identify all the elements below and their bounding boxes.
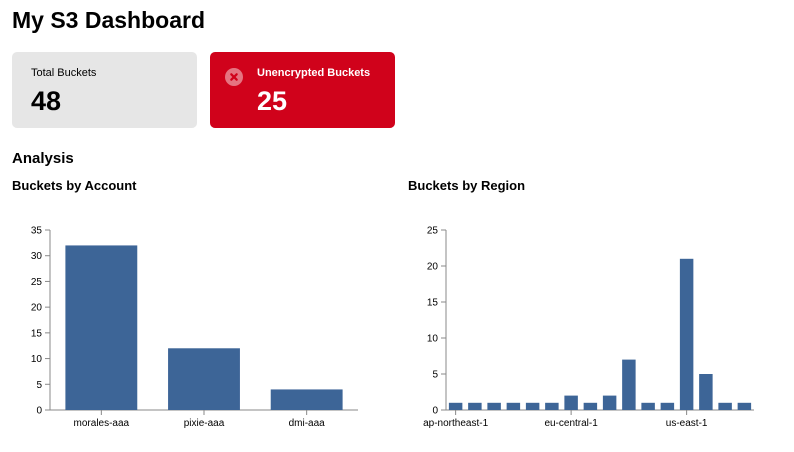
bar [545,402,559,410]
y-tick-label: 20 [31,303,43,314]
analysis-heading: Analysis [12,150,74,167]
x-tick-label: us-east-1 [666,418,708,429]
x-tick-label: dmi-aaa [289,418,326,429]
x-tick-label: ap-northeast-1 [423,418,488,429]
bar [718,402,732,410]
bar [679,258,694,410]
bar [622,359,636,410]
y-tick-label: 0 [36,406,42,417]
y-tick-label: 10 [427,334,439,345]
y-tick-label: 5 [432,370,438,381]
bar [448,402,463,410]
y-tick-label: 10 [31,354,43,365]
y-tick-label: 35 [31,226,43,237]
y-tick-label: 5 [36,380,42,391]
x-tick-label: pixie-aaa [184,418,225,429]
x-tick-label: eu-central-1 [544,418,598,429]
bar [602,395,617,410]
bar [168,348,240,410]
unencrypted-buckets-card: Unencrypted Buckets 25 [210,52,395,128]
y-tick-label: 25 [427,226,439,237]
y-tick-label: 20 [427,262,439,273]
bar [583,402,598,410]
bar [270,389,343,410]
x-tick-label: morales-aaa [74,418,130,429]
page-title: My S3 Dashboard [12,7,205,33]
bar [506,402,521,410]
y-tick-label: 30 [31,251,43,262]
y-tick-label: 25 [31,277,43,288]
chart-title-buckets-by-account: Buckets by Account [12,178,137,193]
bar [699,374,713,410]
y-tick-label: 15 [427,298,439,309]
chart-title-buckets-by-region: Buckets by Region [408,178,526,193]
bar [487,402,501,410]
bar [660,402,675,410]
total-buckets-value: 48 [31,86,62,116]
total-buckets-label: Total Buckets [31,67,97,79]
bar [468,402,482,410]
bar [564,395,578,410]
y-tick-label: 15 [31,328,43,339]
bar [65,245,138,410]
y-tick-label: 0 [432,406,438,417]
unencrypted-buckets-value: 25 [257,86,288,116]
bar [641,402,655,410]
total-buckets-card: Total Buckets 48 [12,52,197,128]
bar [525,402,540,410]
unencrypted-buckets-label: Unencrypted Buckets [257,67,371,79]
bar [737,402,752,410]
error-circle-icon [225,68,243,86]
